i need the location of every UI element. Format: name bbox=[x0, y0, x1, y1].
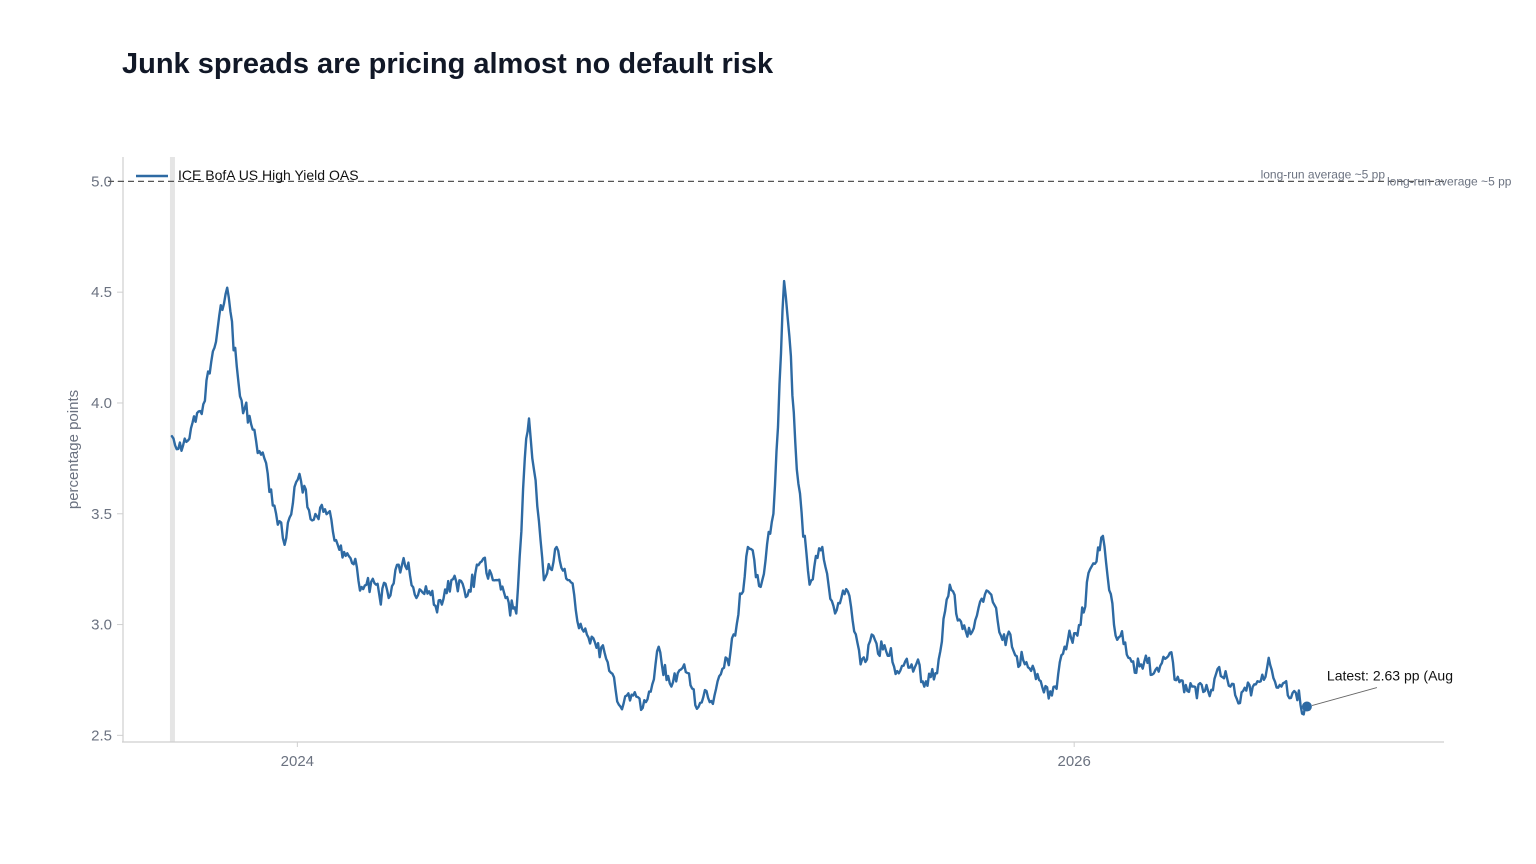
x-tick-label: 2026 bbox=[1057, 753, 1090, 770]
x-tick-label: 2024 bbox=[281, 753, 314, 770]
latest-label: Latest: 2.63 pp (Aug bbox=[1327, 668, 1453, 684]
legend-label: ICE BofA US High Yield OAS bbox=[178, 167, 359, 183]
chart-title: Junk spreads are pricing almost no defau… bbox=[122, 48, 774, 80]
y-tick-label: 2.5 bbox=[91, 727, 112, 744]
latest-point-marker bbox=[1301, 701, 1312, 712]
y-tick-label: 3.5 bbox=[91, 506, 112, 523]
y-tick-label: 5.0 bbox=[91, 173, 112, 190]
start-marker-band bbox=[169, 157, 175, 742]
reference-line-label: long-run average ~5 pp bbox=[1261, 167, 1386, 181]
reference-line-label-right: long-run average ~5 pp bbox=[1387, 174, 1512, 188]
y-tick-label: 4.5 bbox=[91, 284, 112, 301]
y-axis-title: percentage points bbox=[65, 390, 82, 509]
y-tick-label: 4.0 bbox=[91, 395, 112, 412]
y-tick-label: 3.0 bbox=[91, 617, 112, 634]
series-line-hy-oas bbox=[170, 279, 1309, 716]
latest-leader-line bbox=[1311, 687, 1378, 706]
